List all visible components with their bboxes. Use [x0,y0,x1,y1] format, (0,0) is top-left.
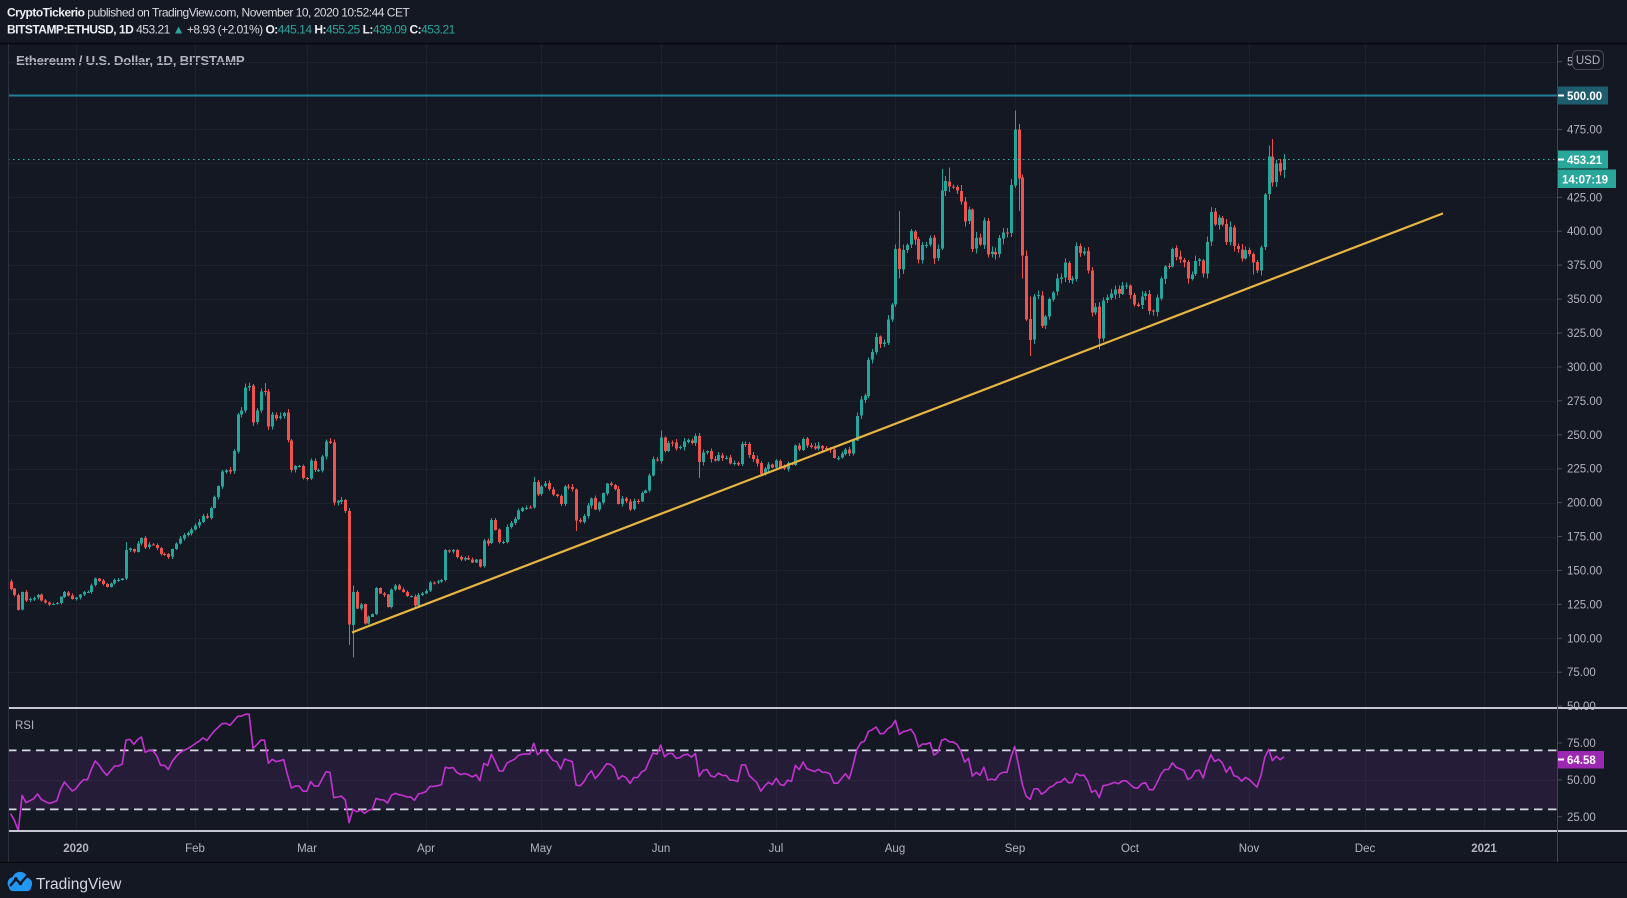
svg-text:2021: 2021 [1471,843,1497,855]
svg-text:500.00: 500.00 [1567,91,1602,103]
svg-text:175.00: 175.00 [1567,532,1602,544]
svg-text:TradingView: TradingView [36,876,122,893]
svg-text:125.00: 125.00 [1567,599,1602,611]
svg-text:400.00: 400.00 [1567,226,1602,238]
svg-text:64.58: 64.58 [1567,755,1596,767]
svg-text:350.00: 350.00 [1567,294,1602,306]
svg-text:14:07:19: 14:07:19 [1562,175,1608,187]
svg-text:250.00: 250.00 [1567,430,1602,442]
svg-text:Sep: Sep [1005,843,1025,855]
svg-text:RSI: RSI [15,720,34,732]
svg-text:325.00: 325.00 [1567,328,1602,340]
svg-text:Apr: Apr [417,843,435,855]
svg-text:50.00: 50.00 [1567,775,1596,787]
svg-text:USD: USD [1576,55,1600,67]
svg-text:Jul: Jul [769,843,784,855]
svg-text:Dec: Dec [1355,843,1376,855]
svg-text:375.00: 375.00 [1567,260,1602,272]
svg-text:425.00: 425.00 [1567,192,1602,204]
svg-text:Ethereum / U.S. Dollar, 1D, BI: Ethereum / U.S. Dollar, 1D, BITSTAMP [16,53,245,68]
svg-text:475.00: 475.00 [1567,124,1602,136]
svg-text:25.00: 25.00 [1567,812,1596,824]
svg-text:275.00: 275.00 [1567,396,1602,408]
svg-text:75.00: 75.00 [1567,738,1596,750]
svg-text:Nov: Nov [1239,843,1260,855]
svg-text:May: May [530,843,552,855]
svg-text:CryptoTickerio published on Tr: CryptoTickerio published on TradingView.… [7,6,410,20]
svg-text:BITSTAMP:ETHUSD, 1D 453.21 ▲ +: BITSTAMP:ETHUSD, 1D 453.21 ▲ +8.93 (+2.0… [7,23,456,37]
svg-text:200.00: 200.00 [1567,498,1602,510]
svg-text:100.00: 100.00 [1567,633,1602,645]
svg-text:Aug: Aug [885,843,905,855]
svg-text:Jun: Jun [652,843,671,855]
svg-text:Feb: Feb [185,843,205,855]
svg-text:50.00: 50.00 [1567,701,1596,713]
svg-text:225.00: 225.00 [1567,464,1602,476]
svg-text:150.00: 150.00 [1567,566,1602,578]
svg-text:453.21: 453.21 [1567,155,1603,167]
svg-text:300.00: 300.00 [1567,362,1602,374]
svg-text:Oct: Oct [1121,843,1140,855]
svg-text:2020: 2020 [63,843,89,855]
svg-text:Mar: Mar [297,843,317,855]
svg-text:75.00: 75.00 [1567,667,1596,679]
